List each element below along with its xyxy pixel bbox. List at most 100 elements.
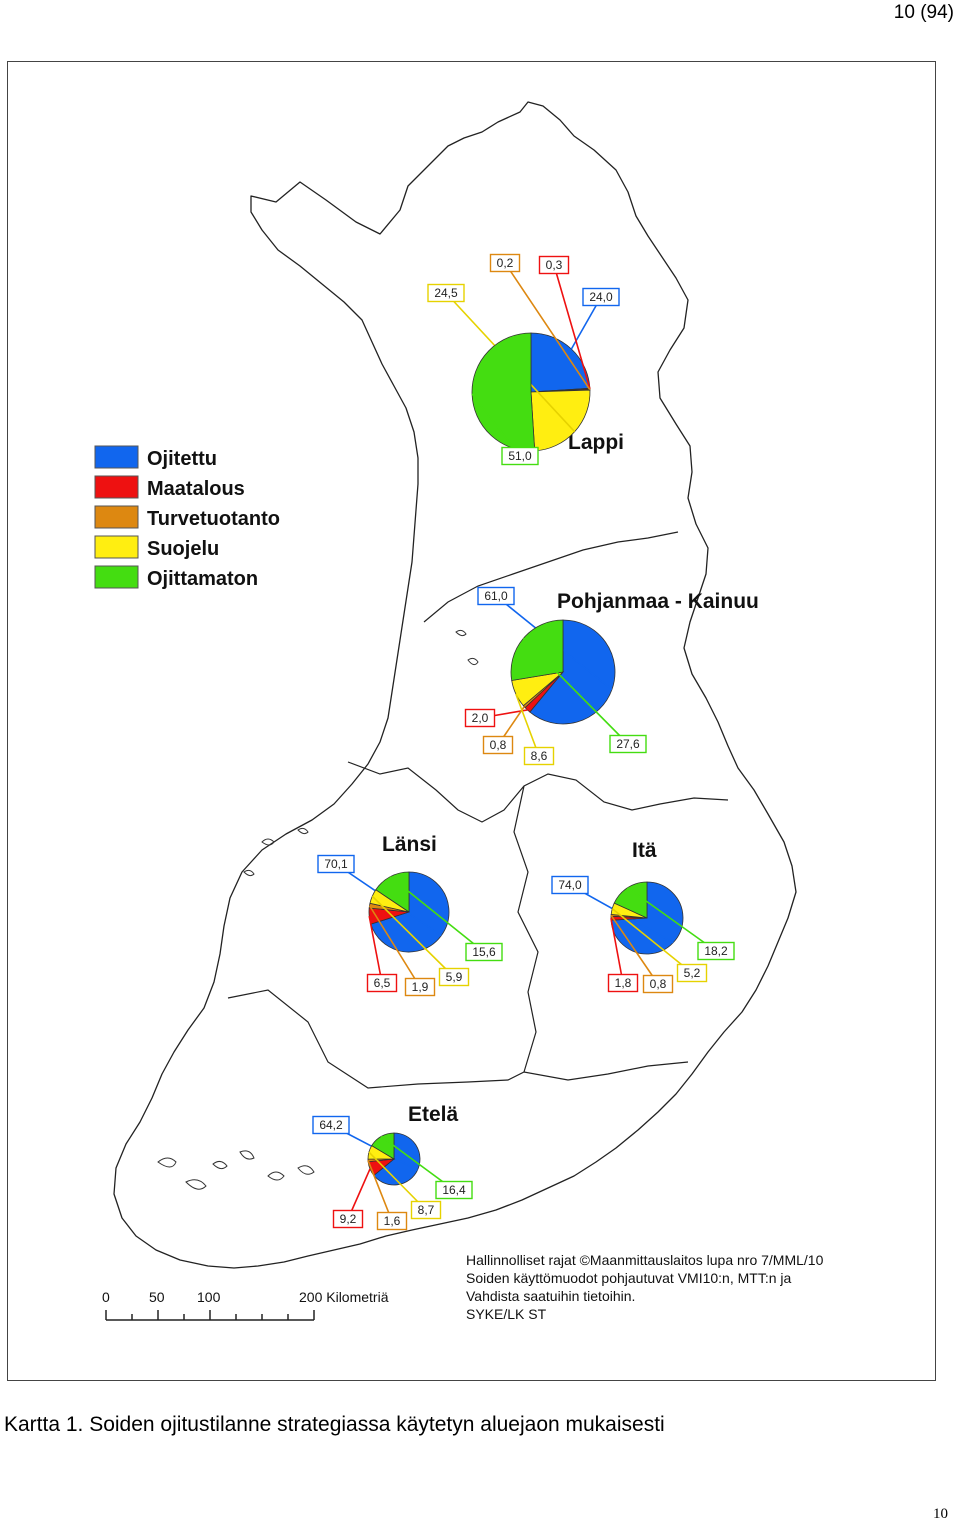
- region-border-lansi-pk: [347, 761, 729, 823]
- value-label-pohjanmaa-kainuu-suojelu: 8,6: [531, 749, 548, 763]
- value-label-lansi-ojittamaton: 15,6: [472, 945, 496, 959]
- value-box-etela-maatalous: [332, 1209, 364, 1229]
- value-label-lappi-maatalous: 0,3: [546, 258, 563, 272]
- leader-line-lappi-turvetuotanto: [504, 262, 591, 391]
- region-border-etela: [227, 989, 689, 1089]
- credit-line-4: SYKE/LK ST: [466, 1306, 547, 1322]
- leader-line-lappi-ojittamaton: [471, 393, 521, 457]
- legend-swatch-suojelu: [94, 535, 139, 559]
- leader-line-etela-suojelu: [368, 1151, 427, 1211]
- value-label-lansi-suojelu: 5,9: [446, 970, 463, 984]
- value-label-ita-ojitettu: 74,0: [558, 878, 582, 892]
- legend-swatch-ojitettu: [94, 445, 139, 469]
- value-box-pohjanmaa-kainuu-turvetuotanto: [482, 735, 514, 755]
- value-label-lappi-ojitettu: 24,0: [589, 290, 613, 304]
- scale-tick-200: 200 Kilometriä: [299, 1289, 389, 1305]
- legend-label-ojittamaton: Ojittamaton: [147, 568, 258, 590]
- value-box-lappi-ojitettu: [582, 287, 620, 307]
- scale-tick-0: 0: [102, 1289, 110, 1305]
- value-box-ita-ojittamaton: [697, 941, 735, 961]
- region-border-lappi-south: [423, 531, 679, 623]
- value-label-etela-maatalous: 9,2: [340, 1212, 357, 1226]
- value-label-ita-suojelu: 5,2: [684, 966, 701, 980]
- finland-map: Ojitettu Maatalous Turvetuotanto Suojelu…: [94, 101, 824, 1322]
- scale-tick-50: 50: [149, 1289, 165, 1305]
- value-label-lappi-turvetuotanto: 0,2: [497, 256, 514, 270]
- value-box-lansi-ojittamaton: [465, 942, 503, 962]
- value-box-pohjanmaa-kainuu-ojitettu: [477, 586, 515, 606]
- finland-outline: [113, 101, 797, 1269]
- value-box-ita-ojitettu: [551, 875, 589, 895]
- pie-slice-lappi-ojitettu: [530, 332, 591, 393]
- value-box-lansi-ojitettu: [317, 854, 355, 874]
- value-box-ita-suojelu: [676, 963, 708, 983]
- value-box-ita-maatalous: [607, 973, 639, 993]
- region-title-ita: Itä: [632, 839, 657, 862]
- value-box-lappi-ojittamaton: [501, 446, 539, 466]
- leader-line-ita-suojelu: [611, 907, 693, 974]
- pie-slice-lansi-ojitettu: [370, 871, 450, 953]
- region-title-lappi: Lappi: [568, 431, 624, 454]
- legend-label-turvetuotanto: Turvetuotanto: [147, 508, 280, 530]
- leader-line-pohjanmaa-kainuu-suojelu: [515, 693, 540, 757]
- legend-swatch-maatalous: [94, 475, 139, 499]
- region-border-lansi-ita: [513, 785, 539, 1073]
- pie-slice-lansi-ojittamaton: [375, 871, 410, 913]
- leader-line-pohjanmaa-kainuu-ojittamaton: [522, 637, 629, 745]
- value-label-lansi-turvetuotanto: 1,9: [412, 980, 429, 994]
- coastal-islands: [157, 629, 479, 1190]
- value-box-pohjanmaa-kainuu-suojelu: [523, 746, 555, 766]
- value-label-lappi-ojittamaton: 51,0: [508, 449, 532, 463]
- value-label-etela-ojittamaton: 16,4: [442, 1183, 466, 1197]
- value-box-etela-turvetuotanto: [376, 1211, 408, 1231]
- value-label-ita-maatalous: 1,8: [615, 976, 632, 990]
- value-box-lansi-suojelu: [438, 967, 470, 987]
- footer-page-number: 10: [933, 1506, 948, 1522]
- value-label-pohjanmaa-kainuu-ojitettu: 61,0: [484, 589, 508, 603]
- value-box-etela-suojelu: [410, 1200, 442, 1220]
- credit-line-3: Vahdista saatuihin tietoihin.: [466, 1288, 635, 1304]
- leader-line-lansi-ojittamaton: [389, 876, 485, 953]
- legend-swatch-turvetuotanto: [94, 505, 139, 529]
- value-label-ita-turvetuotanto: 0,8: [650, 977, 667, 991]
- scale-tick-100: 100: [197, 1289, 221, 1305]
- map-caption: Kartta 1. Soiden ojitustilanne strategia…: [4, 1413, 665, 1436]
- legend-label-suojelu: Suojelu: [147, 538, 219, 560]
- leader-line-lansi-suojelu: [371, 895, 455, 978]
- legend-label-ojitettu: Ojitettu: [147, 448, 217, 470]
- leader-line-etela-turvetuotanto: [367, 1160, 393, 1222]
- value-label-etela-turvetuotanto: 1,6: [384, 1214, 401, 1228]
- credit-line-2: Soiden käyttömuodot pohjautuvat VMI10:n,…: [466, 1270, 792, 1286]
- pie-charts: 24,00,30,224,551,061,02,00,88,627,670,16…: [312, 253, 735, 1231]
- value-label-pohjanmaa-kainuu-ojittamaton: 27,6: [616, 737, 640, 751]
- value-box-pohjanmaa-kainuu-maatalous: [464, 708, 496, 728]
- legend: Ojitettu Maatalous Turvetuotanto Suojelu…: [94, 445, 280, 590]
- value-box-ita-turvetuotanto: [642, 974, 674, 994]
- map-frame: Ojitettu Maatalous Turvetuotanto Suojelu…: [7, 61, 936, 1381]
- leader-line-lansi-turvetuotanto: [368, 905, 421, 988]
- value-label-etela-ojitettu: 64,2: [319, 1118, 343, 1132]
- value-box-lansi-maatalous: [366, 973, 398, 993]
- leader-line-lappi-maatalous: [553, 264, 591, 390]
- leader-line-lansi-maatalous: [368, 915, 383, 984]
- value-box-lappi-suojelu: [427, 283, 465, 303]
- page-number: 10 (94): [893, 2, 954, 23]
- leader-line-ita-turvetuotanto: [610, 914, 659, 985]
- value-box-pohjanmaa-kainuu-ojittamaton: [609, 734, 647, 754]
- region-title-pohjanmaa-kainuu: Pohjanmaa - Kainuu: [557, 590, 759, 613]
- value-label-lappi-suojelu: 24,5: [434, 286, 458, 300]
- value-box-lappi-maatalous: [538, 255, 570, 275]
- value-box-etela-ojittamaton: [435, 1180, 473, 1200]
- credit-line-1: Hallinnolliset rajat ©Maanmittauslaitos …: [466, 1252, 824, 1268]
- region-title-etela: Etelä: [408, 1103, 459, 1126]
- value-label-etela-suojelu: 8,7: [418, 1203, 435, 1217]
- value-label-lansi-maatalous: 6,5: [374, 976, 391, 990]
- value-box-lappi-turvetuotanto: [489, 253, 521, 273]
- value-box-lansi-turvetuotanto: [404, 977, 436, 997]
- value-label-pohjanmaa-kainuu-maatalous: 2,0: [472, 711, 489, 725]
- leader-line-ita-ojittamaton: [627, 887, 717, 952]
- region-title-lansi: Länsi: [382, 833, 437, 856]
- legend-label-maatalous: Maatalous: [147, 478, 245, 500]
- legend-swatch-ojittamaton: [94, 565, 139, 589]
- value-box-etela-ojitettu: [312, 1115, 350, 1135]
